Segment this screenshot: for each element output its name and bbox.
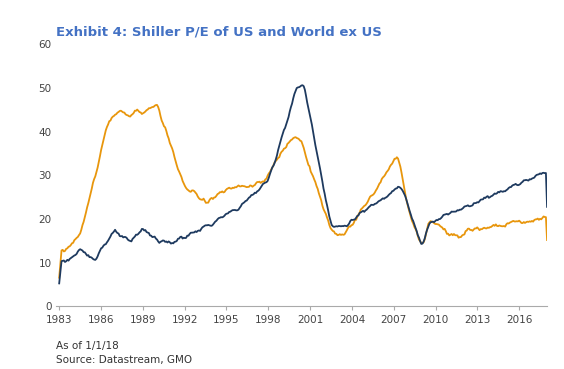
Text: Source: Datastream, GMO: Source: Datastream, GMO bbox=[56, 355, 192, 365]
Text: Exhibit 4: Shiller P/E of US and World ex US: Exhibit 4: Shiller P/E of US and World e… bbox=[56, 26, 382, 39]
Text: As of 1/1/18: As of 1/1/18 bbox=[56, 341, 119, 351]
